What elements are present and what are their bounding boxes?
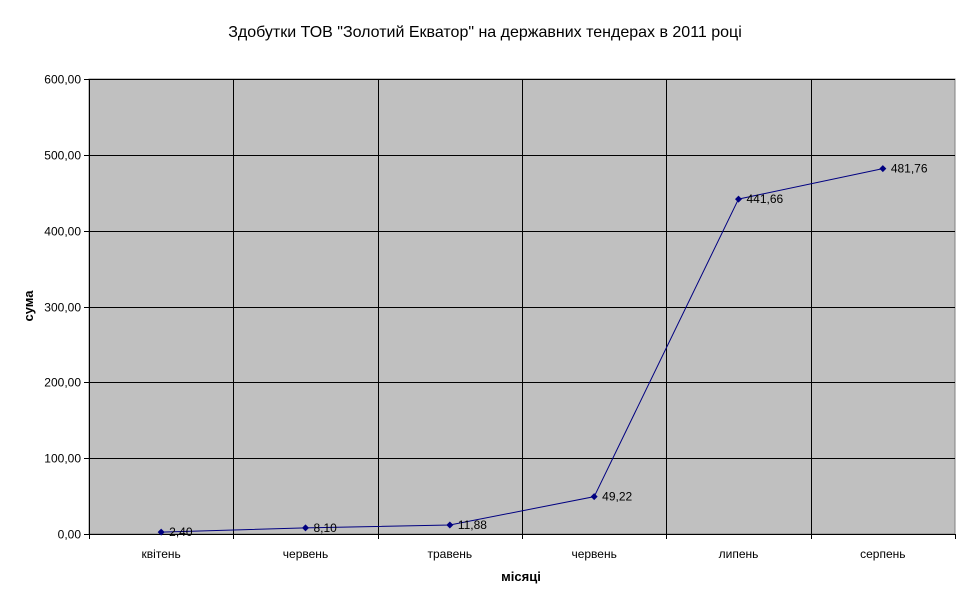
data-label: 11,88 bbox=[458, 518, 487, 532]
x-tick-label: квітень bbox=[142, 547, 181, 561]
y-axis-label: сума bbox=[21, 290, 36, 322]
data-point-marker bbox=[879, 165, 887, 173]
y-tick-label: 400,00 bbox=[44, 225, 81, 239]
y-tick-label: 600,00 bbox=[44, 73, 81, 87]
x-tick-label: червень bbox=[283, 547, 328, 561]
data-label: 441,66 bbox=[747, 192, 784, 206]
data-label: 49,22 bbox=[602, 490, 632, 504]
series-line bbox=[161, 168, 883, 533]
x-tick-label: червень bbox=[571, 547, 616, 561]
data-label: 481,76 bbox=[891, 162, 928, 176]
x-tick-label: серпень bbox=[860, 547, 905, 561]
y-tick-label: 0,00 bbox=[58, 528, 82, 542]
data-point-marker bbox=[446, 521, 454, 529]
data-label: 2,40 bbox=[169, 525, 193, 539]
y-tick-label: 100,00 bbox=[44, 452, 81, 466]
x-tick-label: липень bbox=[719, 547, 759, 561]
data-point-marker bbox=[590, 493, 598, 501]
data-point-marker bbox=[157, 528, 165, 536]
data-point-marker bbox=[735, 195, 742, 203]
y-tick-label: 200,00 bbox=[44, 376, 81, 390]
x-axis-label: місяці bbox=[501, 569, 541, 584]
y-tick-label: 500,00 bbox=[44, 149, 81, 163]
x-tick-label: травень bbox=[428, 547, 473, 561]
data-point-marker bbox=[302, 524, 309, 532]
chart-title: Здобутки ТОВ "Золотий Екватор" на держав… bbox=[228, 24, 742, 41]
data-label: 8,10 bbox=[314, 521, 338, 535]
y-tick-label: 300,00 bbox=[44, 301, 81, 315]
